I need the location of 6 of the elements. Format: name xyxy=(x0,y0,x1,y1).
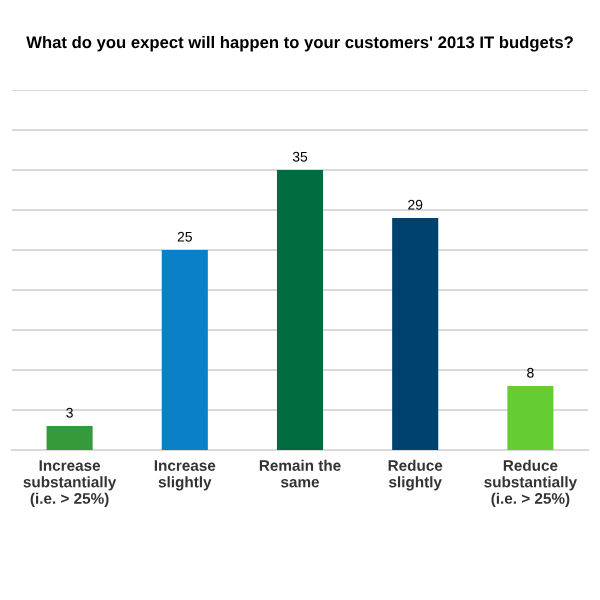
bar xyxy=(392,218,439,450)
bar xyxy=(507,386,554,450)
bar xyxy=(46,426,93,450)
bar xyxy=(276,170,324,450)
bar xyxy=(161,250,208,450)
chart-title: What do you expect will happen to your customers' 2013 IT budgets? xyxy=(26,35,573,52)
